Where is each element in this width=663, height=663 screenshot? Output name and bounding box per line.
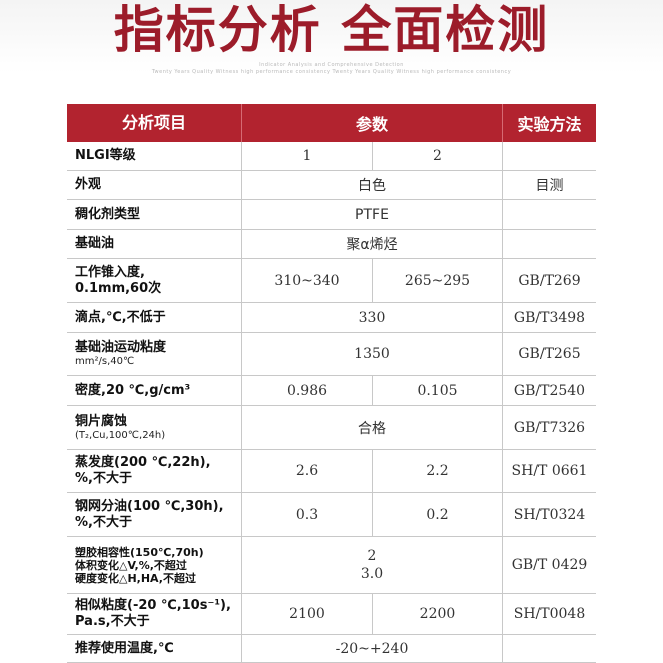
method-value: SH/T0048 <box>502 594 596 634</box>
item-name: 工作锥入度, 0.1mm,60次 <box>67 259 241 302</box>
item-name-line: 工作锥入度, <box>75 264 145 280</box>
method-value <box>502 200 596 229</box>
item-name-line: 稠化剂类型 <box>75 206 141 222</box>
item-name-line: 硬度变化△H,HA,不超过 <box>75 571 196 585</box>
table-row: 稠化剂类型 PTFE <box>67 200 596 230</box>
item-name: 基础油运动粘度 mm²/s,40℃ <box>67 333 241 375</box>
item-name-line: 塑胶相容性(150℃,70h) <box>75 545 204 559</box>
item-name: 基础油 <box>67 230 241 258</box>
param-value-merged: 合格 <box>241 406 502 449</box>
method-value: SH/T 0661 <box>502 450 596 492</box>
table-row: 基础油运动粘度 mm²/s,40℃ 1350 GB/T265 <box>67 333 596 376</box>
method-value: GB/T3498 <box>502 303 596 332</box>
item-name: 铜片腐蚀 (T₂,Cu,100℃,24h) <box>67 406 241 449</box>
item-name: 蒸发度(200 ℃,22h), %,不大于 <box>67 450 241 492</box>
page-tagline-en: Twenty Years Quality Witness high perfor… <box>151 69 512 75</box>
item-name-line: 0.1mm,60次 <box>75 280 162 296</box>
column-header-method: 实验方法 <box>502 104 596 142</box>
item-name-line: 相似粘度(-20 ℃,10s⁻¹), <box>75 598 231 613</box>
item-name-line: 外观 <box>75 177 102 192</box>
method-value: SH/T0324 <box>502 493 596 536</box>
param-value-2: 0.105 <box>372 376 502 405</box>
table-row: 蒸发度(200 ℃,22h), %,不大于 2.6 2.2 SH/T 0661 <box>67 450 596 493</box>
param-value-1: 0.986 <box>241 376 372 405</box>
param-value-2: 2 <box>372 142 502 170</box>
item-name-line: %,不大于 <box>75 514 132 530</box>
item-name: 滴点,℃,不低于 <box>67 303 241 332</box>
param-value-line: 3.0 <box>360 566 384 582</box>
method-value: GB/T269 <box>502 259 596 302</box>
item-name-line: Pa.s,不大于 <box>75 614 150 629</box>
item-name: 稠化剂类型 <box>67 200 241 229</box>
item-name: 推荐使用温度,℃ <box>67 635 241 662</box>
item-name: 相似粘度(-20 ℃,10s⁻¹), Pa.s,不大于 <box>67 594 241 634</box>
param-value-2: 265~295 <box>372 259 502 302</box>
table-row: 相似粘度(-20 ℃,10s⁻¹), Pa.s,不大于 2100 2200 SH… <box>67 594 596 635</box>
method-value <box>502 635 596 662</box>
table-row: 密度,20 ℃,g/cm³ 0.986 0.105 GB/T2540 <box>67 376 596 406</box>
item-name: 塑胶相容性(150℃,70h) 体积变化△V,%,不超过 硬度变化△H,HA,不… <box>67 537 241 593</box>
spec-table: 分析项目 参数 实验方法 NLGI等级 1 2 外观 白色 目测 稠化剂类型 P… <box>67 104 596 663</box>
item-name: 钢网分油(100 ℃,30h), %,不大于 <box>67 493 241 536</box>
item-name: 密度,20 ℃,g/cm³ <box>67 376 241 405</box>
column-header-item: 分析项目 <box>121 113 186 132</box>
item-name-line: 滴点,℃,不低于 <box>75 309 166 325</box>
param-value-1: 310~340 <box>241 259 372 302</box>
method-value: GB/T 0429 <box>502 537 596 593</box>
item-name: 外观 <box>67 171 241 199</box>
method-value <box>502 230 596 258</box>
page-subtitle-en: Indicator Analysis and Comprehensive Det… <box>259 62 404 68</box>
method-value: 目测 <box>502 171 596 199</box>
param-value-1: 2.6 <box>241 450 372 492</box>
method-value <box>502 142 596 170</box>
table-row: 塑胶相容性(150℃,70h) 体积变化△V,%,不超过 硬度变化△H,HA,不… <box>67 537 596 594</box>
table-row: 铜片腐蚀 (T₂,Cu,100℃,24h) 合格 GB/T7326 <box>67 406 596 450</box>
table-row: NLGI等级 1 2 <box>67 142 596 171</box>
item-name-line: 密度,20 ℃,g/cm³ <box>75 382 191 398</box>
param-value-merged: 聚α烯烃 <box>241 230 502 258</box>
column-header-params: 参数 <box>241 104 502 142</box>
item-name-line: 基础油 <box>75 236 115 251</box>
item-name-line: 铜片腐蚀 <box>75 413 128 429</box>
item-name-note: (T₂,Cu,100℃,24h) <box>75 429 166 441</box>
table-row: 基础油 聚α烯烃 <box>67 230 596 259</box>
table-row: 钢网分油(100 ℃,30h), %,不大于 0.3 0.2 SH/T0324 <box>67 493 596 537</box>
table-row: 推荐使用温度,℃ -20~+240 <box>67 635 596 663</box>
table-row: 外观 白色 目测 <box>67 171 596 200</box>
param-value-2: 0.2 <box>372 493 502 536</box>
param-value-merged: 1350 <box>241 333 502 375</box>
param-value-1: 0.3 <box>241 493 372 536</box>
item-name-line: 推荐使用温度,℃ <box>75 640 174 656</box>
page-title: 指标分析 全面检测 <box>113 1 550 59</box>
item-name-line: 钢网分油(100 ℃,30h), <box>75 498 224 514</box>
param-value-merged: 白色 <box>241 171 502 199</box>
item-name-line: NLGI等级 <box>75 148 136 163</box>
param-value-merged: PTFE <box>241 200 502 229</box>
header-band <box>0 0 663 104</box>
item-name: NLGI等级 <box>67 142 241 170</box>
param-value-merged: -20~+240 <box>241 635 502 662</box>
item-name-line: %,不大于 <box>75 471 132 486</box>
item-name-note: mm²/s,40℃ <box>75 356 135 367</box>
method-value: GB/T7326 <box>502 406 596 449</box>
param-value-1: 2100 <box>241 594 372 634</box>
param-value-2: 2200 <box>372 594 502 634</box>
method-value: GB/T265 <box>502 333 596 375</box>
item-name-line: 蒸发度(200 ℃,22h), <box>75 455 211 470</box>
param-value-2: 2.2 <box>372 450 502 492</box>
table-row: 工作锥入度, 0.1mm,60次 310~340 265~295 GB/T269 <box>67 259 596 303</box>
item-name-line: 基础油运动粘度 <box>75 340 167 355</box>
param-value-1: 1 <box>241 142 372 170</box>
param-value-merged: 330 <box>241 303 502 332</box>
param-value-line: 2 <box>367 548 377 564</box>
table-header-row: 分析项目 参数 实验方法 <box>67 104 596 142</box>
param-value-merged: 2 3.0 <box>241 537 502 593</box>
item-name-line: 体积变化△V,%,不超过 <box>75 558 187 572</box>
table-row: 滴点,℃,不低于 330 GB/T3498 <box>67 303 596 333</box>
method-value: GB/T2540 <box>502 376 596 405</box>
